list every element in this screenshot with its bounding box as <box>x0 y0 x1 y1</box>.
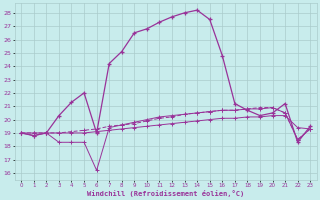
X-axis label: Windchill (Refroidissement éolien,°C): Windchill (Refroidissement éolien,°C) <box>87 190 244 197</box>
